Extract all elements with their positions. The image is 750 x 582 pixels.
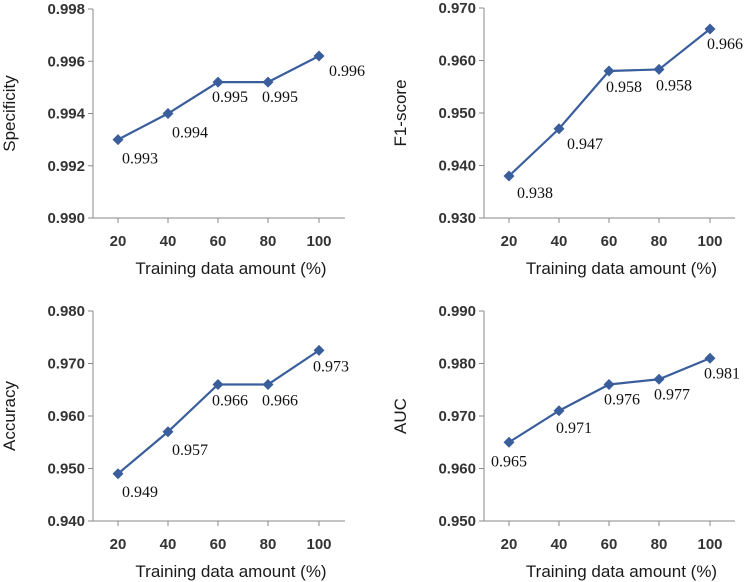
x-tick-label: 20 xyxy=(501,536,518,553)
y-axis-label: F1-score xyxy=(391,79,410,146)
data-point-marker xyxy=(704,352,716,364)
x-tick-label: 40 xyxy=(551,536,568,553)
data-label: 0.976 xyxy=(604,392,640,409)
data-point-marker xyxy=(503,436,515,448)
x-tick-label: 80 xyxy=(651,536,668,553)
data-label: 0.966 xyxy=(212,393,248,410)
y-tick-label: 0.980 xyxy=(47,303,85,320)
data-point-marker xyxy=(603,379,615,390)
y-tick-label: 0.940 xyxy=(47,513,85,530)
data-point-marker xyxy=(553,405,565,417)
y-tick-label: 0.960 xyxy=(438,461,476,478)
data-point-marker xyxy=(313,344,325,356)
y-tick-label: 0.950 xyxy=(438,105,476,122)
x-axis-label: Training data amount (%) xyxy=(135,259,326,278)
x-tick-label: 60 xyxy=(601,233,618,250)
y-tick-label: 0.992 xyxy=(47,158,85,175)
y-tick-label: 0.994 xyxy=(47,106,85,123)
data-label: 0.993 xyxy=(122,151,158,168)
data-label: 0.965 xyxy=(491,453,527,470)
x-tick-label: 60 xyxy=(210,233,227,250)
x-tick-label: 80 xyxy=(260,536,277,553)
data-label: 0.995 xyxy=(212,89,248,106)
x-tick-label: 60 xyxy=(210,536,227,553)
x-axis-label: Training data amount (%) xyxy=(135,562,326,581)
data-point-marker xyxy=(704,23,716,35)
y-tick-label: 0.996 xyxy=(47,53,85,70)
data-point-marker xyxy=(162,426,174,438)
data-label: 0.947 xyxy=(567,136,603,153)
data-point-marker xyxy=(503,170,515,182)
data-label: 0.996 xyxy=(329,63,365,80)
data-label: 0.949 xyxy=(122,484,158,501)
x-tick-label: 80 xyxy=(651,233,668,250)
x-tick-label: 20 xyxy=(501,233,518,250)
data-point-marker xyxy=(162,108,174,119)
data-label: 0.977 xyxy=(654,386,690,403)
data-label: 0.938 xyxy=(517,185,553,202)
chart-panel-1: 0.990 0.992 0.994 0.996 0.998 20 40 60 80 100 Trai… xyxy=(0,1,365,278)
x-tick-label: 40 xyxy=(551,233,568,250)
data-point-marker xyxy=(212,76,224,88)
data-label: 0.971 xyxy=(556,420,592,437)
data-label: 0.966 xyxy=(262,393,298,410)
y-tick-label: 0.980 xyxy=(438,356,476,373)
x-axis-label: Training data amount (%) xyxy=(526,562,717,581)
data-label: 0.981 xyxy=(704,365,740,382)
y-axis-label: Accuracy xyxy=(0,381,19,451)
x-tick-label: 60 xyxy=(601,536,618,553)
y-tick-label: 0.970 xyxy=(47,356,85,373)
y-tick-label: 0.990 xyxy=(47,210,85,227)
y-axis-label: Specificity xyxy=(0,75,19,152)
chart-panel-3: 0.940 0.950 0.960 0.970 0.980 20 40 60 80 100 Trai… xyxy=(0,303,349,581)
y-tick-label: 0.970 xyxy=(438,408,476,425)
y-tick-label: 0.960 xyxy=(47,408,85,425)
data-label: 0.995 xyxy=(262,89,298,106)
data-point-marker xyxy=(553,123,565,135)
y-axis-label: AUC xyxy=(391,398,410,434)
data-label: 0.957 xyxy=(172,442,208,459)
data-point-marker xyxy=(653,63,665,75)
data-label: 0.958 xyxy=(656,77,692,94)
y-tick-label: 0.930 xyxy=(438,210,476,227)
data-point-marker xyxy=(262,76,274,88)
x-tick-label: 20 xyxy=(110,536,127,553)
chart-panel-2: 0.930 0.940 0.950 0.960 0.970 20 40 60 80 100 Trai… xyxy=(391,0,743,278)
x-tick-label: 40 xyxy=(160,233,177,250)
x-axis-label: Training data amount (%) xyxy=(526,259,717,278)
y-tick-label: 0.950 xyxy=(47,461,85,478)
y-tick-label: 0.940 xyxy=(438,158,476,175)
x-tick-label: 100 xyxy=(697,536,722,553)
chart-panel-4: 0.950 0.960 0.970 0.980 0.990 20 40 60 80 100 Trai… xyxy=(391,303,740,581)
series-line xyxy=(508,28,711,177)
y-tick-label: 0.950 xyxy=(438,513,476,530)
y-tick-label: 0.960 xyxy=(438,53,476,70)
data-label: 0.994 xyxy=(172,125,208,142)
data-point-marker xyxy=(212,379,224,390)
y-tick-label: 0.998 xyxy=(47,1,85,18)
data-label: 0.973 xyxy=(313,358,349,375)
data-point-marker xyxy=(313,50,325,62)
data-point-marker xyxy=(653,373,665,385)
series-line xyxy=(117,349,320,475)
x-tick-label: 100 xyxy=(306,233,331,250)
data-label: 0.958 xyxy=(606,79,642,96)
data-point-marker xyxy=(603,65,615,77)
y-tick-label: 0.970 xyxy=(438,0,476,17)
data-label: 0.966 xyxy=(707,36,743,53)
data-point-marker xyxy=(112,134,124,146)
y-tick-label: 0.990 xyxy=(438,303,476,320)
data-point-marker xyxy=(262,379,274,390)
x-tick-label: 40 xyxy=(160,536,177,553)
x-tick-label: 20 xyxy=(110,233,127,250)
x-tick-label: 100 xyxy=(697,233,722,250)
x-tick-label: 100 xyxy=(306,536,331,553)
data-point-marker xyxy=(112,468,124,480)
x-tick-label: 80 xyxy=(260,233,277,250)
